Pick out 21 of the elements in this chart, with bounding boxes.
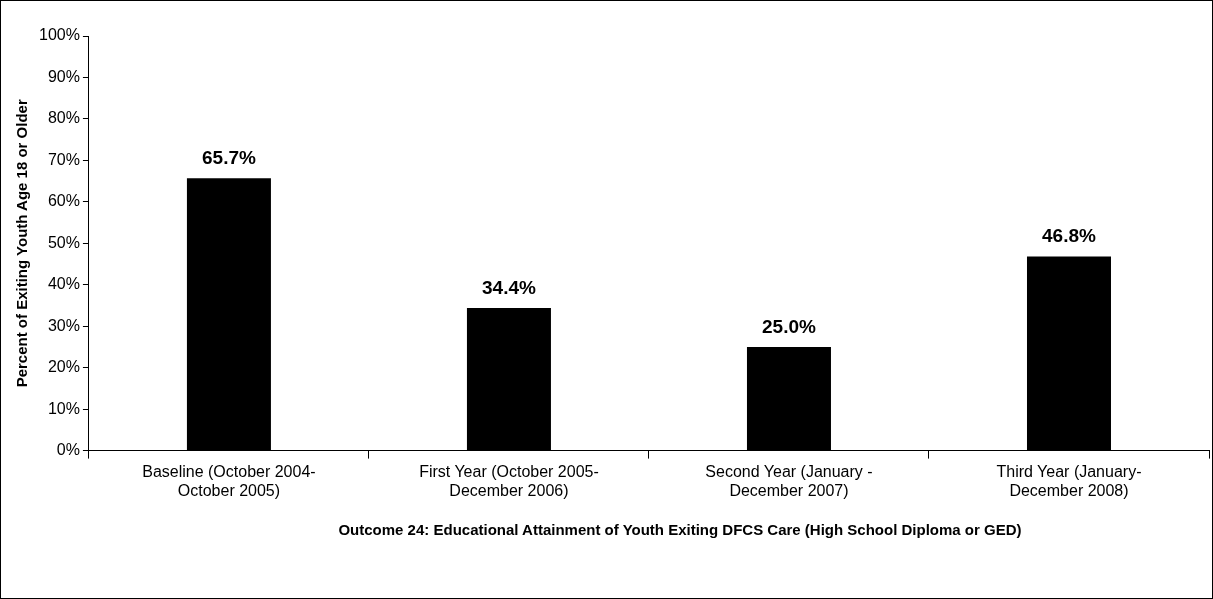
- y-axis-title: Percent of Exiting Youth Age 18 or Older: [13, 99, 31, 388]
- y-tick-label: 20%: [47, 358, 80, 376]
- x-axis-title: Outcome 24: Educational Attainment of Youth Exiting DFCS Care (High School Diploma or GED): [337, 520, 1023, 540]
- x-tick-label: Third Year (January-December 2008): [996, 462, 1142, 499]
- y-tick-label: 90%: [47, 67, 80, 85]
- y-tick-label: 40%: [47, 275, 80, 293]
- x-tick-label: First Year (October 2005-December 2006): [419, 462, 599, 499]
- data-label: 34.4%: [482, 276, 536, 298]
- y-tick-label: 0%: [56, 441, 80, 459]
- y-tick-label: 80%: [47, 109, 80, 127]
- x-tick-label: Baseline (October 2004-October 2005): [142, 462, 316, 499]
- y-tick-label: 70%: [47, 150, 80, 168]
- y-tick-label: 60%: [47, 192, 80, 210]
- data-label: 46.8%: [1042, 225, 1097, 247]
- data-label: 25.0%: [762, 315, 817, 337]
- data-label: 65.7%: [201, 146, 256, 168]
- y-tick-label: 30%: [47, 316, 80, 334]
- y-tick-label: 100%: [39, 26, 80, 44]
- y-tick-label: 10%: [47, 399, 80, 417]
- x-tick-label: Second Year (January - December 2007): [705, 462, 873, 499]
- y-tick-label: 50%: [47, 233, 80, 251]
